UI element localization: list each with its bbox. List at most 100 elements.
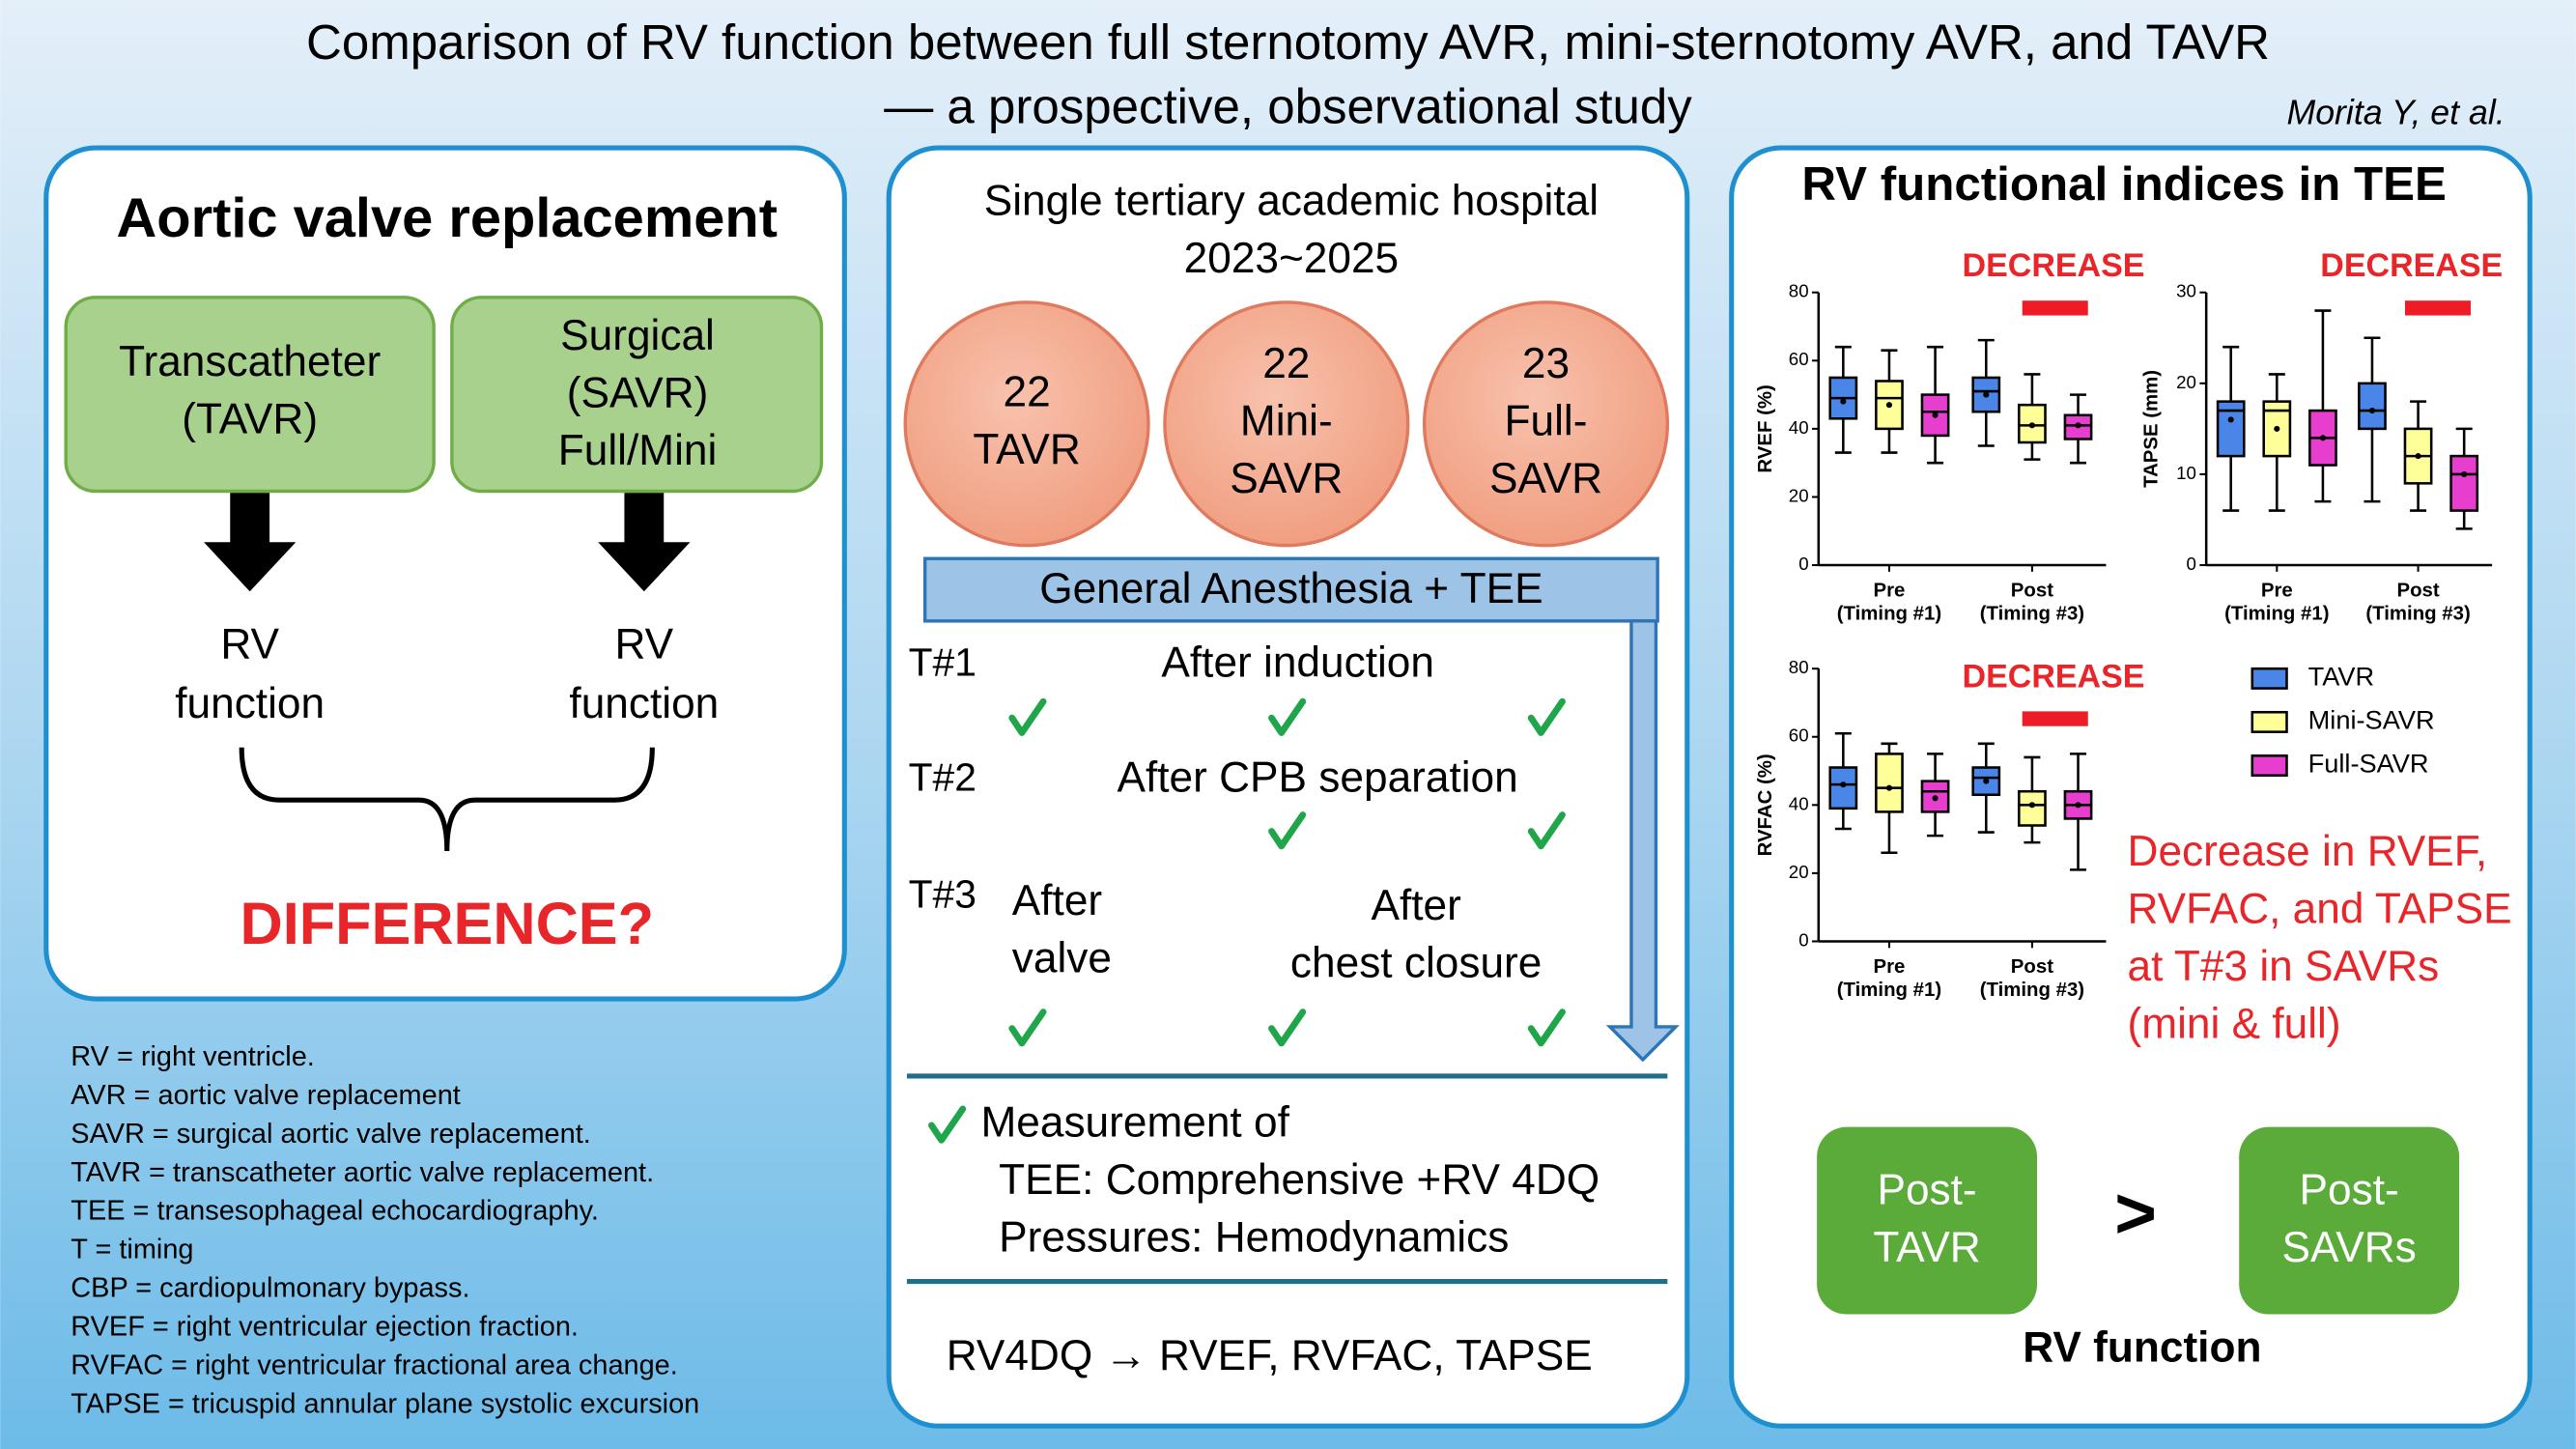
abbreviation: AVR = aortic valve replacement	[71, 1080, 461, 1111]
check-icon	[1527, 697, 1566, 736]
x-tick-note: (Timing #1)	[1837, 603, 1941, 624]
option-box	[64, 296, 436, 494]
timeline-arrow	[1605, 619, 1680, 1063]
cohort-label: Full-	[1505, 397, 1588, 444]
abbreviation: CBP = cardiopulmonary bypass.	[71, 1273, 469, 1304]
timing-event: valve	[1012, 935, 1112, 982]
abbreviation: T = timing	[71, 1235, 193, 1265]
cohort-n: 23	[1522, 340, 1570, 387]
finding: (mini & full)	[2128, 1001, 2341, 1048]
mean	[1983, 778, 1990, 784]
box	[1828, 766, 1858, 810]
timing-label: T#1	[909, 640, 977, 685]
y-tick-label: 20	[1789, 485, 1809, 505]
question: DIFFERENCE?	[240, 891, 654, 956]
comparison-symbol: >	[2114, 1173, 2157, 1254]
y-tick-label: 20	[1789, 862, 1809, 882]
y-tick-label: 80	[1789, 657, 1809, 677]
y-axis-label: RVEF (%)	[1755, 384, 1776, 472]
box	[1875, 753, 1904, 813]
option-label: (TAVR)	[182, 396, 318, 443]
box	[2358, 382, 2387, 431]
y-tick-label: 30	[2176, 281, 2196, 301]
mean	[2274, 425, 2280, 432]
timing-event: After CPB separation	[1117, 753, 1517, 801]
outcome-label: RV	[615, 621, 674, 668]
title: Comparison of RV function between full s…	[306, 14, 2270, 70]
y-axis-label: RVFAC (%)	[1755, 753, 1776, 856]
comparison-caption: RV function	[2023, 1324, 2261, 1372]
option-box	[450, 296, 824, 494]
finding: Decrease in RVEF,	[2128, 828, 2488, 875]
mean	[1932, 795, 1939, 802]
legend-label: Mini-SAVR	[2308, 705, 2435, 735]
y-tick-label: 40	[1789, 417, 1809, 438]
abbreviation: TEE = transesophageal echocardiography.	[71, 1196, 599, 1227]
cohort-label: TAVR	[973, 426, 1080, 473]
measurement-title: Measurement of	[980, 1099, 1289, 1147]
box	[2018, 789, 2047, 827]
annotation-bar	[2404, 300, 2471, 316]
mean	[2319, 435, 2326, 441]
y-tick-label: 60	[1789, 725, 1809, 746]
check-icon	[1268, 697, 1307, 736]
y-axis-label: TAPSE (mm)	[2140, 370, 2162, 488]
mean	[1885, 784, 1893, 791]
check-icon	[928, 1105, 967, 1144]
legend-swatch	[2250, 754, 2288, 777]
right-title: RV functional indices in TEE	[1801, 157, 2446, 211]
mean	[2075, 422, 2081, 429]
procedure-bar	[922, 556, 1659, 623]
outcome-label: function	[175, 680, 325, 727]
y-tick-label: 20	[2176, 372, 2196, 392]
x-tick-note: (Timing #3)	[2365, 603, 2470, 624]
x-tick-label: Pre	[2261, 581, 2293, 602]
timing-event: After induction	[1161, 639, 1434, 686]
mean	[2075, 802, 2081, 809]
result-label: Post-	[2300, 1166, 2399, 1213]
x-tick-label: Pre	[1874, 956, 1906, 978]
check-icon	[1268, 811, 1307, 850]
option-label: (SAVR)	[567, 370, 709, 417]
mean	[1840, 781, 1847, 788]
output: RV4DQ → RVEF, RVFAC, TAPSE	[947, 1332, 1593, 1379]
legend-swatch	[2250, 710, 2288, 733]
check-icon	[1008, 1009, 1047, 1047]
abbreviation: TAPSE = tricuspid annular plane systolic…	[71, 1389, 699, 1420]
author: Morita Y, et al.	[2286, 93, 2505, 131]
y-tick-label: 80	[1789, 281, 1809, 301]
timing-event: chest closure	[1290, 940, 1542, 987]
x-tick-label: Post	[2011, 581, 2053, 602]
timing-label: T#2	[909, 755, 977, 800]
legend-swatch	[2250, 667, 2288, 690]
mean	[1983, 391, 1990, 398]
mean	[2461, 470, 2468, 477]
y-tick-label: 0	[1798, 929, 1808, 950]
abbreviation: TAVR = transcatheter aortic valve replac…	[71, 1157, 654, 1188]
title: — a prospective, observational study	[884, 78, 1692, 133]
finding: at T#3 in SAVRs	[2128, 943, 2440, 990]
right-panel	[1729, 145, 2533, 1429]
result-label: Post-	[1877, 1166, 1976, 1213]
x-tick-label: Post	[2396, 581, 2439, 602]
x-tick-note: (Timing #1)	[1837, 980, 1941, 1001]
timing-event: After	[1012, 877, 1102, 924]
check-icon	[1268, 1009, 1307, 1047]
box	[2449, 454, 2479, 512]
abbreviation: SAVR = surgical aortic valve replacement…	[71, 1119, 590, 1150]
annotation-bar	[2022, 711, 2088, 726]
check-icon	[1527, 811, 1566, 850]
annotation: DECREASE	[1963, 247, 2145, 284]
y-tick-label: 10	[2176, 463, 2196, 483]
cohort-circle	[1422, 300, 1670, 548]
option-label: Transcatheter	[119, 338, 381, 385]
result-label: TAVR	[1873, 1224, 1980, 1271]
annotation-bar	[2022, 300, 2088, 316]
y-tick-label: 0	[2187, 554, 2196, 574]
result-box	[2239, 1126, 2460, 1315]
x-tick-note: (Timing #1)	[2224, 603, 2329, 624]
legend-label: Full-SAVR	[2308, 749, 2429, 779]
abbreviation: RVFAC = right ventricular fractional are…	[71, 1350, 678, 1381]
cohort-n: 22	[1004, 369, 1051, 416]
